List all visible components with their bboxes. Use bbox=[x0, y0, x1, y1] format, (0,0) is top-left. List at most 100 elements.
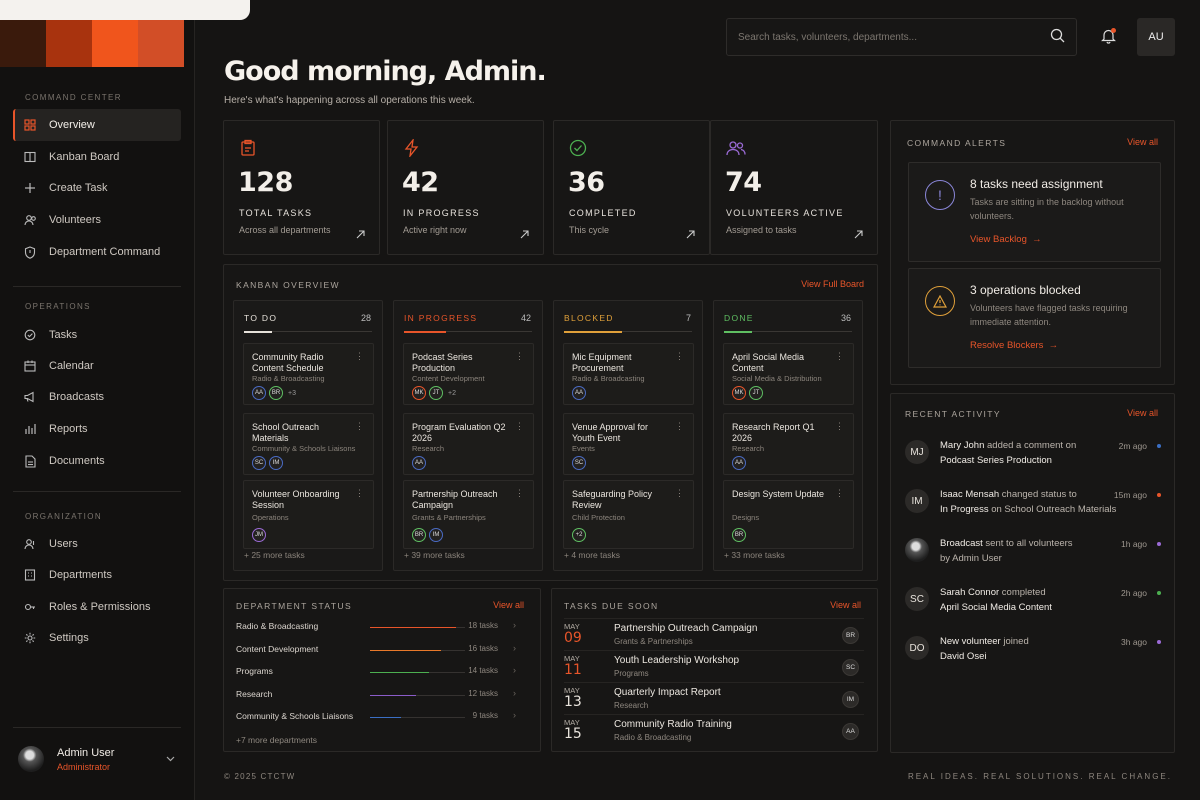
more-options-icon[interactable]: ⋮ bbox=[835, 488, 844, 498]
more-options-icon[interactable]: ⋮ bbox=[675, 488, 684, 498]
kanban-card[interactable]: School Outreach Materials ⋮ Community & … bbox=[243, 413, 374, 475]
alert-title: 8 tasks need assignment bbox=[970, 177, 1103, 191]
activity-item[interactable]: SC Sarah Connor completed April Social M… bbox=[905, 585, 1161, 625]
department-view-all-link[interactable]: View all bbox=[493, 600, 524, 610]
kanban-card[interactable]: Partnership Outreach Campaign ⋮ Grants &… bbox=[403, 480, 534, 549]
search-input[interactable] bbox=[738, 31, 1050, 43]
stat-value: 128 bbox=[238, 167, 293, 198]
more-options-icon[interactable]: ⋮ bbox=[355, 421, 364, 431]
more-tasks-link[interactable]: + 4 more tasks bbox=[564, 550, 620, 560]
more-options-icon[interactable]: ⋮ bbox=[675, 351, 684, 361]
avatar bbox=[18, 746, 44, 772]
stat-card-in-progress[interactable]: 42 IN PROGRESS Active right now bbox=[387, 120, 544, 255]
nav-label: Departments bbox=[49, 569, 112, 581]
nav-calendar[interactable]: Calendar bbox=[13, 350, 181, 382]
department-row[interactable]: Programs 14 tasks › bbox=[236, 665, 516, 680]
resolve-blockers-link[interactable]: Resolve Blockers → bbox=[970, 340, 1058, 351]
activity-title: RECENT ACTIVITY bbox=[905, 409, 1001, 419]
chevron-down-icon[interactable] bbox=[166, 753, 175, 765]
more-options-icon[interactable]: ⋮ bbox=[515, 488, 524, 498]
stat-card-total-tasks[interactable]: 128 TOTAL TASKS Across all departments bbox=[223, 120, 380, 255]
more-options-icon[interactable]: ⋮ bbox=[515, 351, 524, 361]
nav-create-task[interactable]: Create Task bbox=[13, 172, 181, 204]
card-title: Venue Approval for Youth Event bbox=[572, 422, 649, 443]
department-row[interactable]: Research 12 tasks › bbox=[236, 688, 516, 703]
avatar: AA bbox=[732, 456, 746, 470]
due-task-row[interactable]: MAY 11 Youth Leadership Workshop Program… bbox=[564, 650, 864, 686]
profile-button[interactable]: AU bbox=[1137, 18, 1175, 56]
brand-logo[interactable] bbox=[0, 20, 184, 67]
more-options-icon[interactable]: ⋮ bbox=[515, 421, 524, 431]
due-task-row[interactable]: MAY 09 Partnership Outreach Campaign Gra… bbox=[564, 618, 864, 654]
department-row[interactable]: Radio & Broadcasting 18 tasks › bbox=[236, 620, 516, 635]
more-tasks-link[interactable]: + 33 more tasks bbox=[724, 550, 785, 560]
nav-departments[interactable]: Departments bbox=[13, 559, 181, 591]
more-options-icon[interactable]: ⋮ bbox=[835, 351, 844, 361]
card-assignees: +2 bbox=[572, 528, 589, 542]
more-tasks-link[interactable]: + 39 more tasks bbox=[404, 550, 465, 560]
department-name: Content Development bbox=[236, 643, 319, 654]
kanban-card[interactable]: Volunteer Onboarding Session ⋮ Operation… bbox=[243, 480, 374, 549]
nav-kanban-board[interactable]: Kanban Board bbox=[13, 141, 181, 173]
more-options-icon[interactable]: ⋮ bbox=[835, 421, 844, 431]
kanban-card[interactable]: April Social Media Content ⋮ Social Medi… bbox=[723, 343, 854, 405]
alerts-view-all-link[interactable]: View all bbox=[1127, 137, 1158, 147]
nav-reports[interactable]: Reports bbox=[13, 413, 181, 445]
more-options-icon[interactable]: ⋮ bbox=[675, 421, 684, 431]
nav-roles-permissions[interactable]: Roles & Permissions bbox=[13, 591, 181, 623]
activity-verb: added a comment on bbox=[984, 440, 1077, 451]
kanban-card[interactable]: Program Evaluation Q2 2026 ⋮ Research AA bbox=[403, 413, 534, 475]
due-task-row[interactable]: MAY 15 Community Radio Training Radio & … bbox=[564, 714, 864, 750]
stat-value: 42 bbox=[402, 167, 439, 198]
view-backlog-link[interactable]: View Backlog → bbox=[970, 234, 1042, 245]
kanban-card[interactable]: Venue Approval for Youth Event ⋮ Events … bbox=[563, 413, 694, 475]
nav-broadcasts[interactable]: Broadcasts bbox=[13, 381, 181, 413]
activity-item[interactable]: Broadcast sent to all volunteers by Admi… bbox=[905, 536, 1161, 576]
nav-department-command[interactable]: Department Command bbox=[13, 236, 181, 268]
nav-documents[interactable]: Documents bbox=[13, 445, 181, 477]
activity-target: Podcast Series Production bbox=[940, 455, 1052, 466]
nav-volunteers[interactable]: Volunteers bbox=[13, 204, 181, 236]
arrow-up-right-icon[interactable] bbox=[520, 230, 529, 239]
section-operations: OPERATIONS bbox=[25, 302, 91, 311]
more-assignees: +2 bbox=[448, 389, 456, 397]
shield-icon bbox=[23, 245, 37, 259]
arrow-up-right-icon[interactable] bbox=[356, 230, 365, 239]
due-task-row[interactable]: MAY 13 Quarterly Impact Report Research … bbox=[564, 682, 864, 718]
card-title: Mic Equipment Procurement bbox=[572, 352, 632, 373]
kanban-card[interactable]: Mic Equipment Procurement ⋮ Radio & Broa… bbox=[563, 343, 694, 405]
activity-item[interactable]: DO New volunteer joined David Osei 3h ag… bbox=[905, 634, 1161, 674]
more-tasks-link[interactable]: + 25 more tasks bbox=[244, 550, 305, 560]
kanban-card[interactable]: Community Radio Content Schedule ⋮ Radio… bbox=[243, 343, 374, 405]
more-options-icon[interactable]: ⋮ bbox=[355, 351, 364, 361]
activity-item[interactable]: IM Isaac Mensah changed status to In Pro… bbox=[905, 487, 1161, 527]
view-full-board-link[interactable]: View Full Board bbox=[801, 279, 864, 289]
section-organization: ORGANIZATION bbox=[25, 512, 103, 521]
department-row[interactable]: Community & Schools Liaisons 9 tasks › bbox=[236, 710, 516, 725]
stat-label: VOLUNTEERS ACTIVE bbox=[726, 208, 844, 218]
stat-card-completed[interactable]: 36 COMPLETED This cycle bbox=[553, 120, 710, 255]
activity-view-all-link[interactable]: View all bbox=[1127, 408, 1158, 418]
nav-overview[interactable]: Overview bbox=[13, 109, 181, 141]
kanban-card[interactable]: Research Report Q1 2026 ⋮ Research AA bbox=[723, 413, 854, 475]
tasks-due-view-all-link[interactable]: View all bbox=[830, 600, 861, 610]
search-icon[interactable] bbox=[1050, 28, 1065, 46]
more-options-icon[interactable]: ⋮ bbox=[355, 488, 364, 498]
activity-item[interactable]: MJ Mary John added a comment on Podcast … bbox=[905, 438, 1161, 478]
notification-bell[interactable] bbox=[1097, 26, 1119, 48]
grid-icon bbox=[23, 118, 37, 132]
stat-card-volunteers-active[interactable]: 74 VOLUNTEERS ACTIVE Assigned to tasks bbox=[710, 120, 878, 255]
more-departments-link[interactable]: +7 more departments bbox=[236, 735, 318, 745]
user-menu[interactable]: Admin User Administrator bbox=[18, 742, 183, 776]
nav-tasks[interactable]: Tasks bbox=[13, 319, 181, 351]
kanban-card[interactable]: Podcast Series Production ⋮ Content Deve… bbox=[403, 343, 534, 405]
department-row[interactable]: Content Development 16 tasks › bbox=[236, 643, 516, 658]
arrow-up-right-icon[interactable] bbox=[854, 230, 863, 239]
card-title: Program Evaluation Q2 2026 bbox=[412, 422, 506, 443]
alerts-title: COMMAND ALERTS bbox=[907, 138, 1007, 148]
kanban-card[interactable]: Safeguarding Policy Review ⋮ Child Prote… bbox=[563, 480, 694, 549]
nav-settings[interactable]: Settings bbox=[13, 622, 181, 654]
nav-users[interactable]: Users bbox=[13, 528, 181, 560]
kanban-card[interactable]: Design System Update ⋮ Designs BR bbox=[723, 480, 854, 549]
arrow-up-right-icon[interactable] bbox=[686, 230, 695, 239]
